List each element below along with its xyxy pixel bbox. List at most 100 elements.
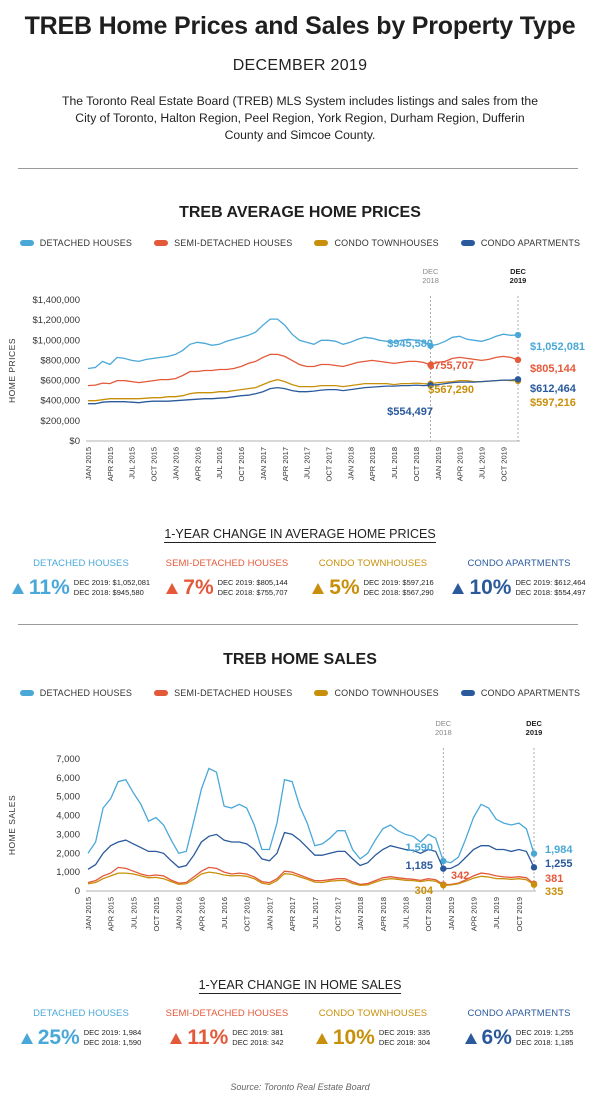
x-tick-label: APR 2016 <box>193 447 202 481</box>
legend-swatch <box>460 240 475 246</box>
data-label: $597,216 <box>530 397 576 409</box>
sales-section-title: TREB HOME SALES <box>223 651 377 668</box>
up-triangle-icon <box>166 582 179 594</box>
data-label: $612,464 <box>530 383 577 395</box>
series-point-apartment <box>530 864 538 871</box>
y-tick-label: 6,000 <box>56 773 80 784</box>
card-percent: 5% <box>329 576 360 599</box>
x-tick-label: OCT 2017 <box>325 447 334 481</box>
prices-card-semi: SEMI-DETACHED HOUSES 7% DEC 2019: $805,1… <box>154 558 300 608</box>
marker-label: DEC 2018 <box>435 719 452 737</box>
legend-label: CONDO APARTMENTS <box>480 688 581 698</box>
x-tick-label: JUL 2017 <box>303 447 312 479</box>
x-tick-label: OCT 2018 <box>412 447 421 481</box>
marker-label: DEC 2018 <box>422 267 439 285</box>
series-point-semi <box>427 361 434 369</box>
card-detail-previous: DEC 2018: $567,290 <box>363 588 434 597</box>
y-tick-label: $800,000 <box>40 355 80 366</box>
legend-label: DETACHED HOUSES <box>39 688 133 698</box>
up-triangle-icon <box>452 582 465 594</box>
card-details: DEC 2019: $805,144 DEC 2018: $755,707 <box>218 578 288 598</box>
card-body: 11% DEC 2019: 381 DEC 2018: 342 <box>154 1026 300 1050</box>
card-detail-previous: DEC 2018: 304 <box>378 1038 431 1047</box>
y-tick-label: 2,000 <box>56 848 80 859</box>
card-label: SEMI-DETACHED HOUSES <box>165 558 289 569</box>
series-point-detached <box>530 850 538 857</box>
x-tick-label: JUL 2019 <box>492 897 501 929</box>
legend-swatch <box>154 690 169 696</box>
card-body: 7% DEC 2019: $805,144 DEC 2018: $755,707 <box>154 576 300 600</box>
legend-item-semi: SEMI-DETACHED HOUSES <box>154 238 292 248</box>
x-tick-label: JUL 2015 <box>128 447 137 479</box>
marker-label: DEC 2019 <box>510 267 527 285</box>
x-tick-label: JAN 2017 <box>259 447 268 480</box>
sales-card-townhouse: CONDO TOWNHOUSES 10% DEC 2019: 335 DEC 2… <box>300 1008 446 1058</box>
y-tick-label: 5,000 <box>56 792 80 803</box>
prices-card-apartment: CONDO APARTMENTS 10% DEC 2019: $612,464 … <box>446 558 592 608</box>
y-tick-label: 3,000 <box>56 829 80 840</box>
x-tick-label: OCT 2019 <box>499 447 508 481</box>
series-point-townhouse <box>530 881 538 888</box>
card-body: 11% DEC 2019: $1,052,081 DEC 2018: $945,… <box>8 576 154 600</box>
page-title: TREB Home Prices and Sales by Property T… <box>24 12 576 40</box>
legend-swatch <box>154 240 169 246</box>
card-percent: 11% <box>187 1026 229 1049</box>
x-tick-label: JUL 2016 <box>215 447 224 479</box>
intro-text: The Toronto Real Estate Board (TREB) MLS… <box>62 94 538 142</box>
y-tick-label: 0 <box>75 886 80 897</box>
series-line-townhouse <box>88 378 519 402</box>
y-tick-label: $0 <box>69 436 80 447</box>
x-tick-label: JAN 2016 <box>171 447 180 480</box>
card-detail-previous: DEC 2018: 1,590 <box>83 1038 142 1047</box>
x-tick-label: JAN 2015 <box>84 447 93 480</box>
card-percent: 25% <box>37 1026 80 1049</box>
x-tick-label: JUL 2018 <box>401 897 410 929</box>
source-note: Source: Toronto Real Estate Board <box>230 1082 370 1092</box>
prices-section-title: TREB AVERAGE HOME PRICES <box>179 204 421 221</box>
data-label: $1,052,081 <box>530 341 585 353</box>
series-point-apartment <box>440 865 447 872</box>
up-triangle-icon <box>20 1032 33 1044</box>
y-tick-label: $1,200,000 <box>32 315 80 326</box>
card-detail-previous: DEC 2018: 1,185 <box>515 1038 574 1047</box>
y-axis-label: HOME PRICES <box>7 338 17 403</box>
x-tick-label: OCT 2019 <box>515 897 524 931</box>
x-tick-label: OCT 2016 <box>243 897 252 931</box>
card-percent: 7% <box>183 576 214 599</box>
x-tick-label: JAN 2019 <box>434 447 443 480</box>
sales-card-semi: SEMI-DETACHED HOUSES 11% DEC 2019: 381 D… <box>154 1008 300 1058</box>
card-details: DEC 2019: 335 DEC 2018: 304 <box>379 1028 430 1048</box>
x-tick-label: JAN 2019 <box>447 897 456 930</box>
card-detail-current: DEC 2019: $805,144 <box>217 578 288 587</box>
legend-swatch <box>19 690 34 696</box>
card-label: CONDO APARTMENTS <box>467 558 571 569</box>
x-tick-label: OCT 2015 <box>150 447 159 481</box>
page-subtitle: DECEMBER 2019 <box>232 57 368 74</box>
data-label: 1,185 <box>405 860 433 872</box>
card-label: DETACHED HOUSES <box>33 1008 129 1019</box>
series-line-apartment <box>87 831 535 870</box>
y-axis-label: HOME SALES <box>7 795 17 855</box>
card-label: SEMI-DETACHED HOUSES <box>165 1008 289 1019</box>
x-tick-label: OCT 2016 <box>237 447 246 481</box>
series-point-detached <box>440 857 447 865</box>
legend-label: SEMI-DETACHED HOUSES <box>174 688 293 698</box>
x-tick-label: APR 2019 <box>456 447 465 481</box>
data-label: $755,707 <box>428 360 474 372</box>
up-triangle-icon <box>170 1032 183 1044</box>
card-body: 10% DEC 2019: 335 DEC 2018: 304 <box>300 1026 446 1050</box>
series-line-townhouse <box>87 871 535 886</box>
card-detail-previous: DEC 2018: $755,707 <box>217 588 288 597</box>
prices-legend: DETACHED HOUSES SEMI-DETACHED HOUSES CON… <box>0 238 600 248</box>
card-percent: 10% <box>469 576 512 599</box>
x-tick-label: APR 2015 <box>106 447 115 481</box>
data-label: $805,144 <box>530 363 577 375</box>
y-tick-label: 1,000 <box>56 867 80 878</box>
x-tick-label: JUL 2017 <box>311 897 320 929</box>
x-tick-label: JUL 2015 <box>129 897 138 929</box>
legend-swatch <box>19 240 34 246</box>
data-label: 1,255 <box>545 858 573 870</box>
x-tick-label: APR 2018 <box>368 447 377 481</box>
x-tick-label: OCT 2015 <box>152 897 161 931</box>
series-point-apartment <box>514 376 522 383</box>
